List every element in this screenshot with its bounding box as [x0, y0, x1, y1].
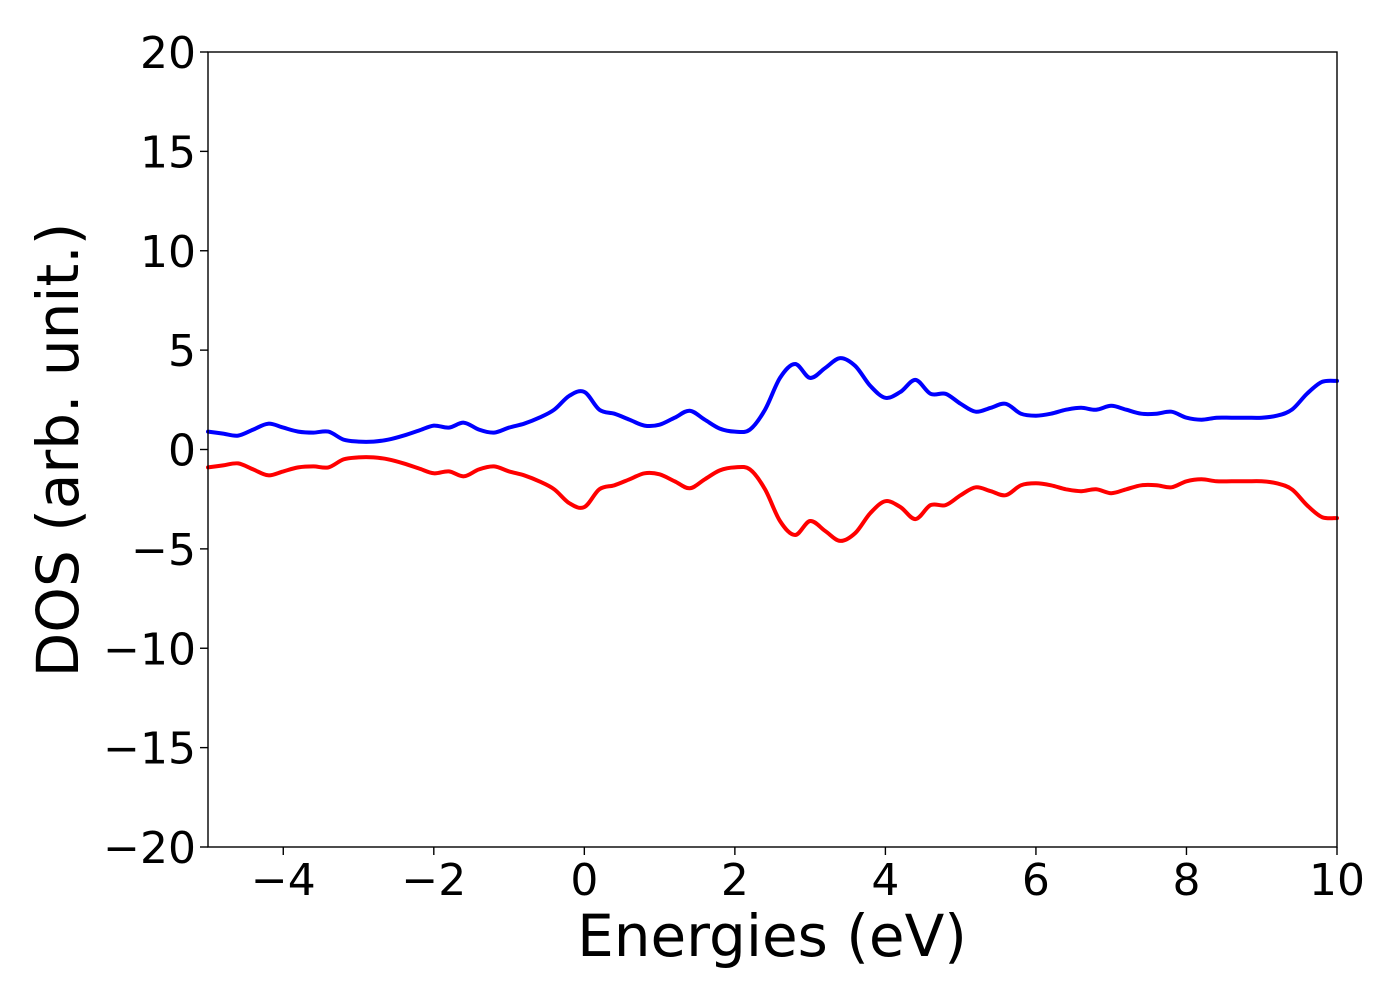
- x-tick-label: 2: [721, 855, 749, 906]
- x-tick-label: 4: [871, 855, 899, 906]
- x-tick-label: 0: [570, 855, 598, 906]
- series-line-red: [206, 455, 1339, 543]
- x-tick-label: 10: [1309, 855, 1365, 906]
- series-line-blue: [206, 356, 1339, 444]
- x-tick-label: 6: [1022, 855, 1050, 906]
- y-tick-label: −10: [103, 624, 196, 675]
- y-tick-label: −20: [103, 823, 196, 874]
- y-tick-label: −15: [103, 724, 196, 775]
- y-tick-label: 0: [168, 426, 196, 477]
- y-tick-label: 10: [140, 227, 196, 278]
- x-tick-label: −4: [251, 855, 316, 906]
- x-axis-label: Energies (eV): [577, 902, 967, 970]
- y-tick-label: 15: [140, 127, 196, 178]
- x-tick-label: 8: [1172, 855, 1200, 906]
- plot-frame: [207, 51, 1338, 848]
- x-tick-label: −2: [401, 855, 466, 906]
- series-layer: [206, 356, 1339, 543]
- y-tick-label: 5: [168, 326, 196, 377]
- y-tick-label: 20: [140, 28, 196, 79]
- y-axis-label: DOS (arb. unit.): [24, 223, 92, 678]
- y-tick-label: −5: [131, 525, 196, 576]
